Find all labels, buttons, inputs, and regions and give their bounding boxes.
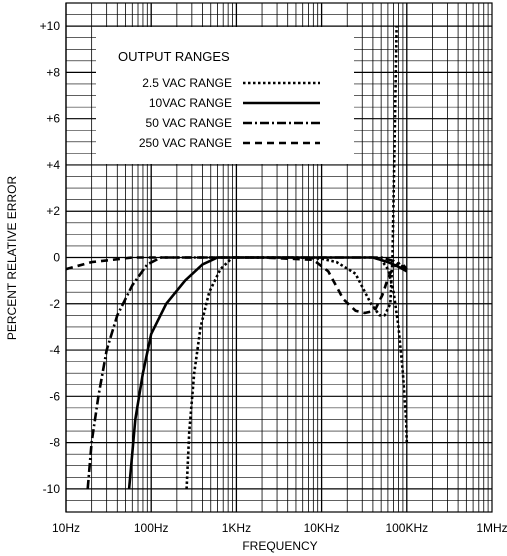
y-tick-label: -10 xyxy=(43,482,61,496)
y-tick-label: 0 xyxy=(53,251,60,265)
y-tick-label: +4 xyxy=(46,158,60,172)
y-tick-label: -6 xyxy=(49,389,60,403)
x-tick-labels: 10Hz 100Hz 1KHz 10KHz 100KHz 1MHz xyxy=(52,521,507,535)
y-tick-label: +8 xyxy=(46,65,60,79)
x-tick-label: 10KHz xyxy=(304,521,340,535)
x-axis-title: FREQUENCY xyxy=(242,539,317,553)
y-tick-label: +10 xyxy=(40,19,61,33)
y-tick-label: +2 xyxy=(46,204,60,218)
legend-label: 2.5 VAC RANGE xyxy=(142,76,232,90)
series-line xyxy=(86,256,408,490)
legend-label: 250 VAC RANGE xyxy=(139,136,232,150)
series-line xyxy=(127,256,408,490)
y-tick-labels: +10 +8 +6 +4 +2 0 -2 -4 -6 -8 -10 xyxy=(40,19,61,496)
x-tick-label: 1MHz xyxy=(476,521,507,535)
legend-entries: 2.5 VAC RANGE 10VAC RANGE 50 VAC RANGE 250 … xyxy=(139,76,320,150)
series-line xyxy=(65,256,408,315)
legend: OUTPUT RANGES 2.5 VAC RANGE 10VAC RANGE 50… xyxy=(96,27,354,164)
y-tick-label: -8 xyxy=(49,436,60,450)
legend-label: 50 VAC RANGE xyxy=(146,116,232,130)
legend-box xyxy=(96,27,354,164)
plot-frame xyxy=(65,2,493,513)
x-tick-label: 1KHz xyxy=(222,521,251,535)
series-line xyxy=(185,26,398,489)
x-tick-label: 100KHz xyxy=(385,521,428,535)
x-tick-label: 100Hz xyxy=(134,521,169,535)
y-tick-label: +6 xyxy=(46,112,60,126)
legend-label: 10VAC RANGE xyxy=(149,96,232,110)
series-layer xyxy=(65,26,409,490)
x-tick-label: 10Hz xyxy=(52,521,80,535)
y-axis-title: PERCENT RELATIVE ERROR xyxy=(5,176,19,341)
y-tick-label: -4 xyxy=(49,343,60,357)
series-line xyxy=(372,256,409,443)
y-tick-label: -2 xyxy=(49,297,60,311)
legend-title: OUTPUT RANGES xyxy=(118,49,230,64)
